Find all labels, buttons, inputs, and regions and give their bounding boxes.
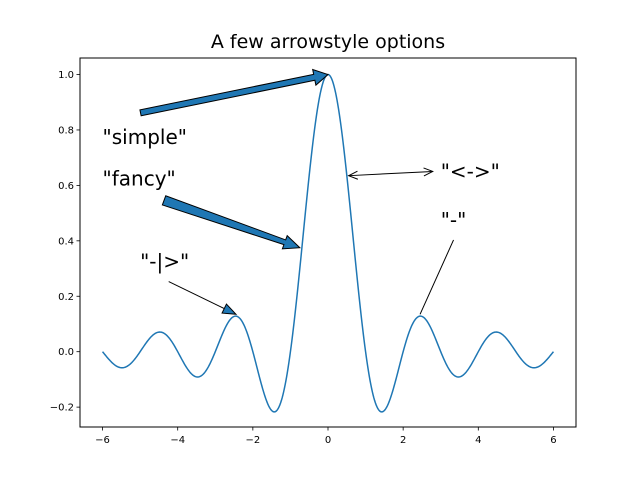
x-tick-label: 0 [325, 435, 331, 446]
annotation-arrow-head [221, 303, 238, 315]
x-tick-label: −2 [245, 435, 260, 446]
annotation-arrow-shaft [168, 281, 225, 310]
y-axis: −0.2 0.0 0.2 0.4 0.6 0.8 1.0 [50, 70, 80, 414]
chart-title: A few arrowstyle options [211, 31, 445, 53]
x-tick-label: 4 [475, 435, 481, 446]
annotation-arrow-fancy [161, 195, 301, 250]
y-tick-label: 0.6 [58, 181, 74, 192]
x-tick-label: −6 [95, 435, 110, 446]
annotation-arrow-head [347, 170, 359, 180]
y-tick-label: 0.8 [58, 125, 74, 136]
y-tick-label: 0.0 [58, 347, 74, 358]
annotation-arrow-head [423, 167, 434, 177]
annotation-arrow-shaft [419, 239, 454, 315]
annotation-arrow-shaft [348, 170, 433, 177]
x-tick-label: −4 [170, 435, 185, 446]
y-tick-label: −0.2 [50, 403, 74, 414]
x-tick-label: 2 [400, 435, 406, 446]
x-axis: −6 −4 −2 0 2 4 6 [95, 427, 557, 446]
y-tick-label: 0.2 [58, 292, 74, 303]
annotation-arrow-simple [139, 68, 329, 117]
y-tick-label: 0.4 [58, 236, 74, 247]
annotations: "simple" "fancy" "-|>" "<->" "-" [103, 68, 500, 315]
x-tick-label: 6 [550, 435, 556, 446]
y-tick-label: 1.0 [58, 70, 74, 81]
annotation-label: "-|>" [140, 250, 189, 274]
annotation-label: "simple" [103, 125, 187, 149]
annotation-label: "<->" [441, 159, 500, 183]
annotation-label: "-" [441, 208, 467, 232]
annotation-label: "fancy" [103, 166, 176, 190]
